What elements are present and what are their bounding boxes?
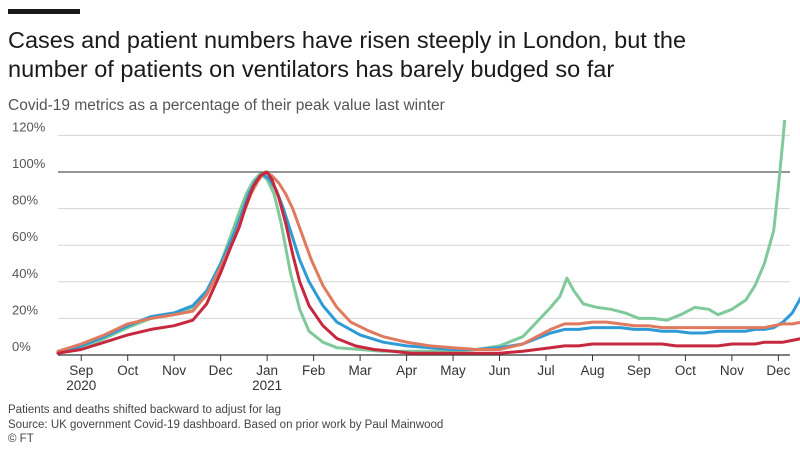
x-tick-label: Mar bbox=[348, 363, 372, 378]
y-tick-label: 60% bbox=[12, 229, 38, 244]
x-tick-label: Aug bbox=[580, 363, 604, 378]
x-tick-label: May bbox=[440, 363, 466, 378]
x-tick-label: Apr bbox=[396, 363, 418, 378]
x-tick-label: Nov bbox=[162, 363, 186, 378]
ft-top-rule bbox=[8, 9, 80, 14]
y-tick-label: 100% bbox=[12, 156, 46, 171]
chart-footer: Patients and deaths shifted backward to … bbox=[8, 403, 443, 447]
x-tick-label: Sep bbox=[627, 363, 651, 378]
x-tick-label: Oct bbox=[117, 363, 138, 378]
ft-credit: © FT bbox=[8, 433, 34, 445]
y-tick-label: 80% bbox=[12, 193, 38, 208]
x-tick-label: Jun bbox=[489, 363, 511, 378]
x-tick-label: Sep bbox=[69, 363, 93, 378]
x-tick-label: Jan bbox=[256, 363, 278, 378]
x-tick-label: Feb bbox=[302, 363, 325, 378]
series-line-deaths bbox=[56, 170, 800, 355]
chart-title: Cases and patient numbers have risen ste… bbox=[8, 27, 687, 82]
y-axis-labels: 0% 20% 40% 60% 80% 100% 120% bbox=[12, 120, 46, 354]
chart-subtitle: Covid-19 metrics as a percentage of thei… bbox=[8, 97, 445, 114]
footnote-lag: Patients and deaths shifted backward to … bbox=[8, 404, 281, 416]
x-tick-label: Dec bbox=[209, 363, 233, 378]
x-tick-label: Nov bbox=[720, 363, 744, 378]
x-tick-year-label: 2021 bbox=[252, 378, 282, 393]
series-line-vented bbox=[56, 170, 800, 353]
y-tick-label: 40% bbox=[12, 266, 38, 281]
x-tick-label: Dec bbox=[766, 363, 790, 378]
x-tick-year-label: 2020 bbox=[66, 378, 96, 393]
series-lines bbox=[56, 120, 800, 355]
y-tick-label: 20% bbox=[12, 302, 38, 317]
y-tick-label: 120% bbox=[12, 120, 46, 134]
x-tick-label: Oct bbox=[675, 363, 696, 378]
source-note: Source: UK government Covid-19 dashboard… bbox=[8, 418, 444, 431]
series-line-cases bbox=[56, 120, 787, 355]
y-tick-label: 0% bbox=[12, 339, 31, 354]
gridlines bbox=[58, 134, 790, 356]
x-tick-label: Jul bbox=[537, 363, 554, 378]
